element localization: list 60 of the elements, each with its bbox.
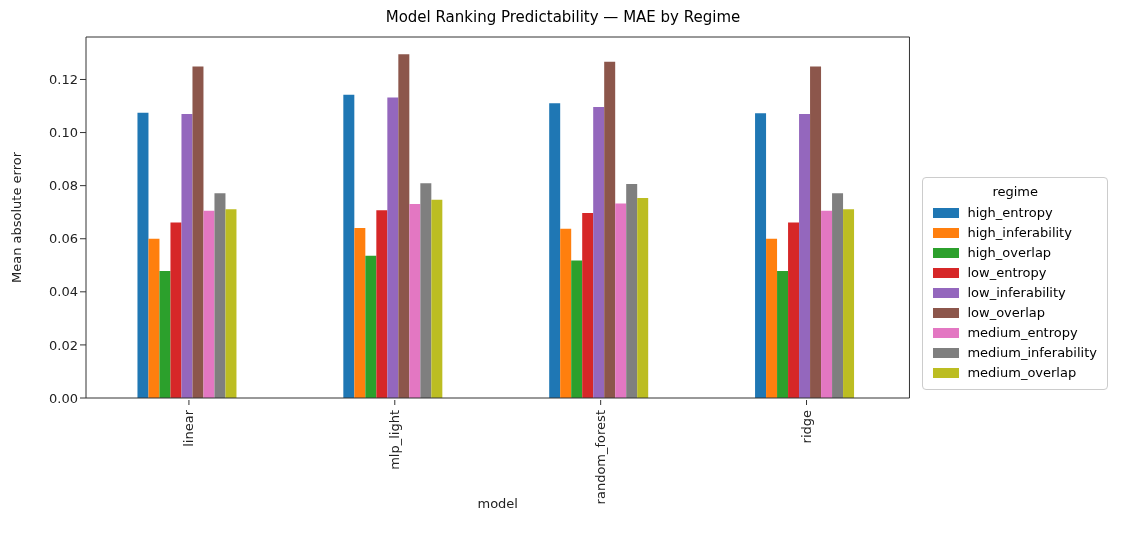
y-tick-label: 0.12 [49,72,78,88]
bar [159,271,171,398]
y-tick-label: 0.00 [49,390,78,406]
bar [582,212,594,398]
y-tick-label: 0.02 [49,337,78,353]
legend-label: medium_overlap [967,365,1077,380]
y-tick-label: 0.08 [49,178,78,194]
y-tick-label: 0.10 [49,125,78,141]
chart-title: Model Ranking Predictability — MAE by Regime [384,8,742,26]
bar [637,198,649,398]
bar [821,210,833,398]
x-tick-label: random_forest [592,410,608,505]
bar [203,210,215,398]
bar [137,112,149,398]
legend-label: low_inferability [967,285,1066,300]
bar [604,61,616,398]
bar [431,199,443,398]
legend-label: high_inferability [967,225,1072,240]
bar [843,209,855,398]
bar [398,54,410,398]
legend-label: high_entropy [967,205,1053,220]
bar [549,103,561,398]
bar [148,238,160,398]
bar [777,271,789,398]
bar [766,238,778,398]
bar [170,222,182,398]
bar [571,260,583,398]
bar [615,203,627,398]
bar [420,183,432,398]
legend-label: medium_inferability [967,345,1097,360]
bar [409,203,421,398]
legend-label: medium_entropy [967,325,1078,340]
bar [181,113,193,398]
bar [354,228,366,398]
bar [832,193,844,398]
legend-label: high_overlap [967,245,1052,260]
bar [192,66,204,398]
y-axis-title: Mean absolute error [8,151,24,284]
bar [799,113,811,398]
bar [365,255,377,398]
y-tick-label: 0.04 [49,284,78,300]
bar [376,210,388,398]
x-tick-label: ridge [798,410,814,444]
bar [387,97,399,398]
bar [214,193,226,398]
bar [593,107,605,398]
y-tick-label: 0.06 [49,231,78,247]
bar [755,113,767,398]
bar [343,94,355,398]
x-tick-label: mlp_light [386,410,402,470]
legend-label: low_entropy [967,265,1047,280]
legend-label: low_overlap [967,305,1045,320]
bar [788,222,800,398]
bar [810,66,822,398]
bar [225,209,237,398]
x-tick-label: linear [180,409,196,447]
legend-title: regime [991,183,1039,199]
bar [560,228,572,398]
bar [626,184,638,398]
x-axis-title: model [477,496,518,511]
